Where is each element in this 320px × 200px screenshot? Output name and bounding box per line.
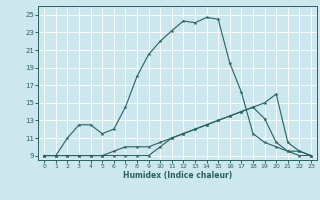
X-axis label: Humidex (Indice chaleur): Humidex (Indice chaleur)	[123, 171, 232, 180]
